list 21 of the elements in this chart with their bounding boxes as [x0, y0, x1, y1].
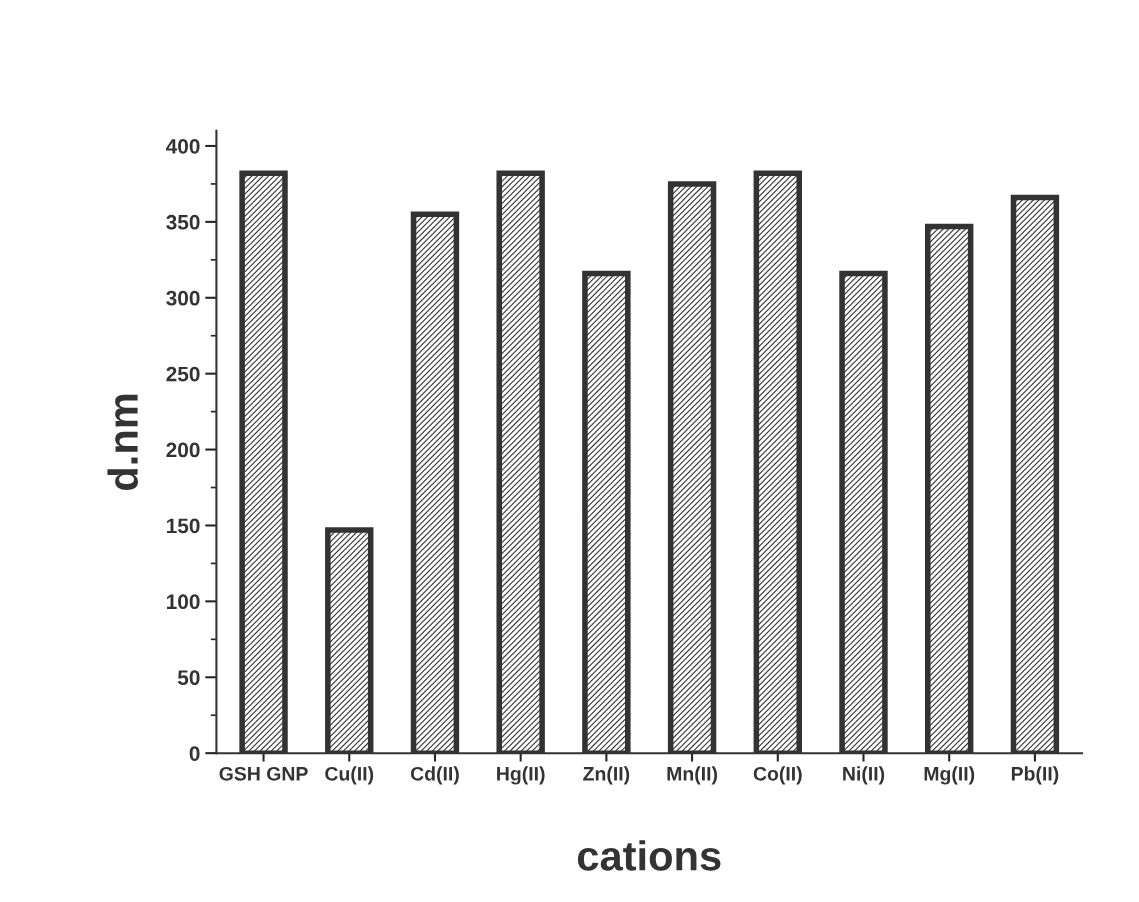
y-tick-label: 0	[189, 746, 200, 761]
x-tick-label: Mg(II)	[924, 766, 975, 785]
y-axis-title: d.nm	[107, 394, 138, 491]
x-tick-label: Co(II)	[753, 766, 802, 785]
x-tick-label: Zn(II)	[583, 766, 630, 785]
y-tick-label: 350	[166, 214, 200, 230]
x-tick-label: Mn(II)	[667, 766, 718, 785]
y-tick-label: 400	[166, 138, 200, 154]
x-tick-label: Pb(II)	[1011, 766, 1059, 785]
y-tick-label: 250	[166, 366, 200, 382]
x-tick-label: GSH GNP	[219, 766, 308, 781]
x-tick-label: Cu(II)	[325, 766, 374, 785]
y-tick-label: 300	[166, 290, 200, 306]
y-tick-label: 50	[177, 670, 200, 686]
x-tick-label: Ni(II)	[843, 766, 885, 785]
y-tick-label: 200	[166, 442, 200, 458]
x-axis-title: cations	[577, 840, 721, 871]
x-tick-label: Cd(II)	[410, 766, 459, 785]
x-tick-label: Hg(II)	[497, 766, 545, 785]
y-tick-label: 100	[166, 594, 200, 610]
y-tick-label: 150	[166, 518, 200, 534]
